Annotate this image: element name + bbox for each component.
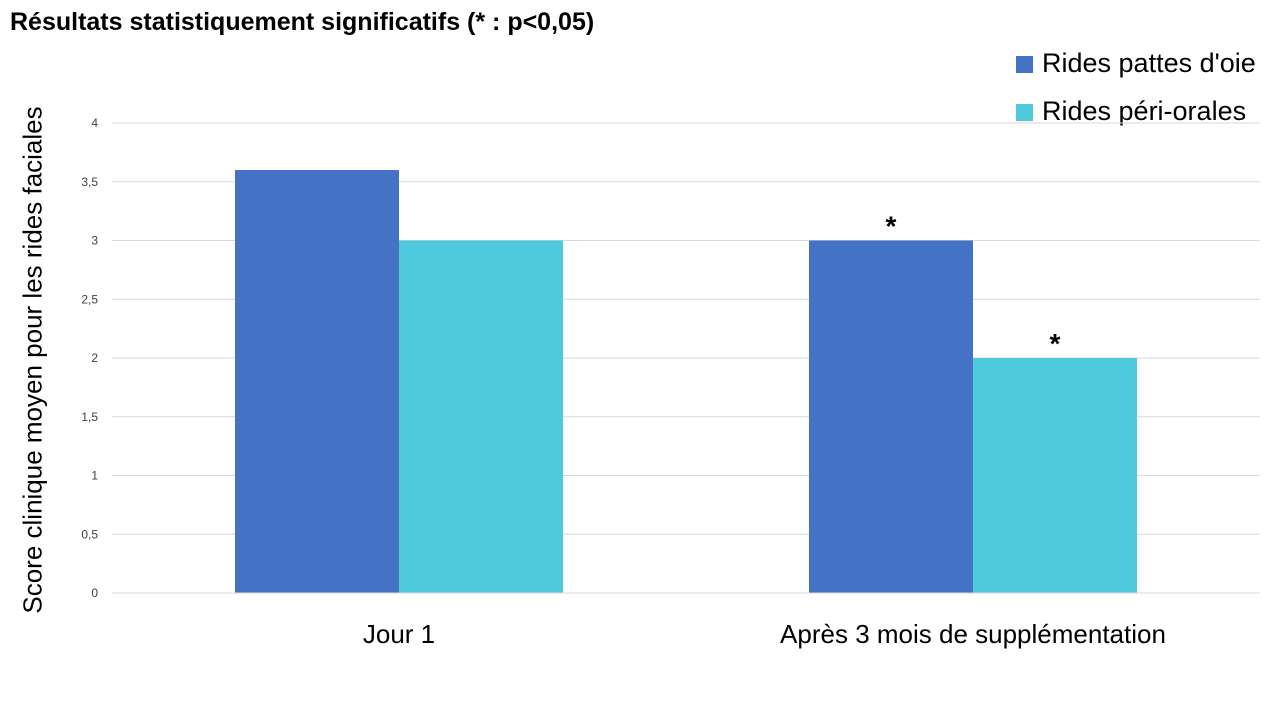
chart-title: Résultats statistiquement significatifs …: [10, 8, 595, 36]
legend-label-series-2: Rides péri-orales: [1042, 96, 1247, 126]
y-tick-label: 3,5: [81, 175, 98, 189]
bar: [973, 358, 1137, 593]
legend-swatch-series-2: [1016, 104, 1033, 121]
y-tick-label: 4: [91, 116, 98, 130]
y-tick-label: 1: [91, 469, 98, 483]
y-tick-label: 0,5: [81, 527, 98, 541]
y-tick-label: 0: [91, 586, 98, 600]
legend-swatch-series-1: [1016, 56, 1033, 73]
bar: [235, 170, 399, 593]
x-tick-label: Après 3 mois de supplémentation: [780, 619, 1166, 649]
bar: [399, 240, 563, 593]
legend-item-series-1: Rides pattes d'oie: [1015, 44, 1275, 82]
legend-label-series-1: Rides pattes d'oie: [1042, 48, 1256, 78]
y-tick-label: 1,5: [81, 410, 98, 424]
y-tick-label: 2: [91, 351, 98, 365]
y-tick-label: 3: [91, 234, 98, 248]
significance-marker: *: [886, 211, 897, 242]
legend: Rides pattes d'oie Rides péri-orales: [1015, 44, 1275, 140]
x-tick-label: Jour 1: [363, 619, 435, 649]
y-tick-label: 2,5: [81, 292, 98, 306]
significance-marker: *: [1050, 328, 1061, 359]
bar: [809, 240, 973, 593]
legend-item-series-2: Rides péri-orales: [1015, 92, 1275, 130]
